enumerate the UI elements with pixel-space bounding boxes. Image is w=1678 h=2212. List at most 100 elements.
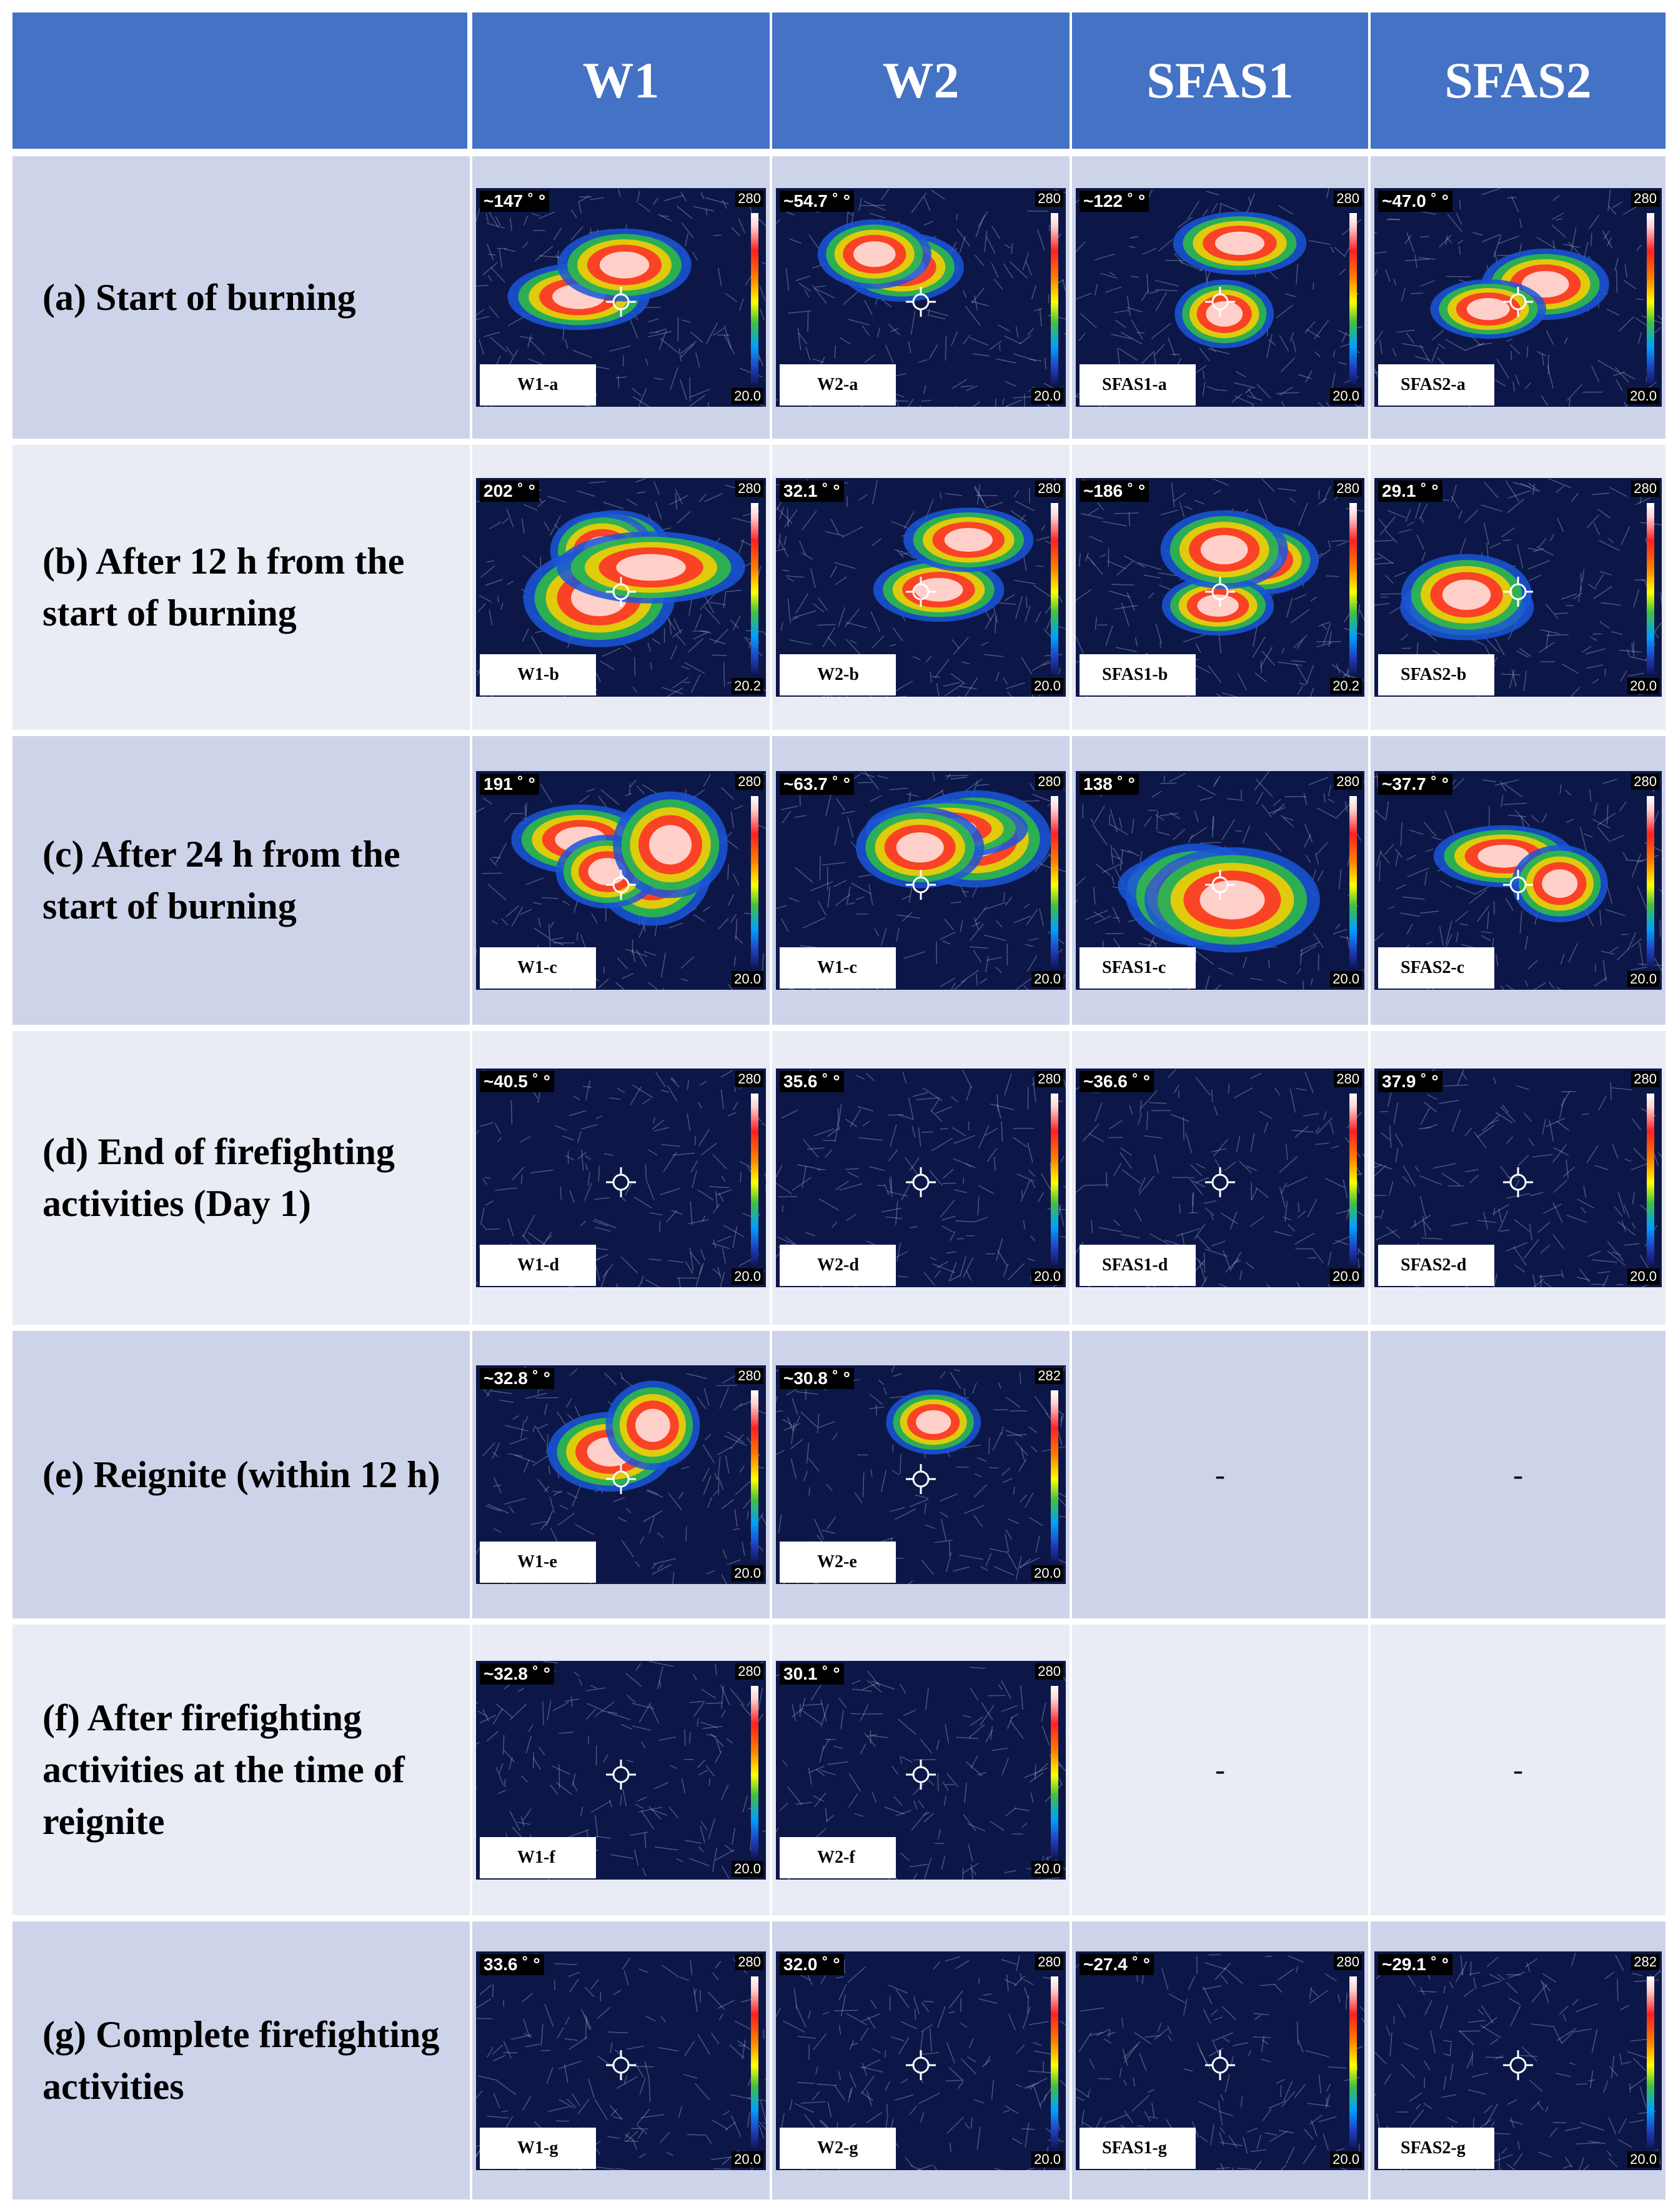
color-scale-bar (751, 1094, 758, 1265)
thermal-texture (476, 774, 766, 990)
scale-max-value: 282 (1631, 1954, 1659, 1970)
table-cell: ~32.8 ˚ ° 280 20.0 W1-f (472, 1625, 770, 1915)
color-scale-bar (1647, 503, 1654, 674)
column-header-sfas2: SFAS2 (1371, 12, 1666, 149)
thermal-image: ~36.6 ˚ ° 280 20.0 SFAS1-d (1076, 1069, 1364, 1287)
scale-max-value: 280 (735, 191, 763, 207)
thermal-texture (1374, 188, 1662, 407)
thermal-texture (776, 189, 1066, 407)
table-cell: 191 ˚ ° 280 20.0 W1-c (472, 736, 770, 1025)
temperature-readout: 138 ˚ ° (1080, 774, 1139, 795)
table-cell: - (1371, 1625, 1666, 1915)
temperature-readout: ~186 ˚ ° (1080, 481, 1149, 502)
table-cell: ~186 ˚ ° 280 20.2 SFAS1-b (1072, 445, 1368, 730)
thermal-image: ~63.7 ˚ ° 280 20.0 W1-c (776, 771, 1066, 990)
table-cell: ~40.5 ˚ ° 280 20.0 W1-d (472, 1031, 770, 1325)
scale-min-value: 20.0 (732, 388, 763, 404)
row-label-b: (b) After 12 h from the start of burning (12, 445, 470, 730)
thermal-image: ~32.8 ˚ ° 280 20.0 W1-f (476, 1661, 766, 1880)
image-tag: W2-e (780, 1542, 896, 1583)
empty-cell-dash: - (1215, 1753, 1225, 1786)
scale-max-value: 280 (735, 1663, 763, 1680)
color-scale-bar (751, 796, 758, 967)
thermal-texture (1076, 188, 1363, 407)
image-tag: W1-c (780, 947, 896, 989)
scale-min-value: 20.0 (1330, 971, 1362, 987)
thermal-texture (476, 1366, 766, 1584)
scale-max-value: 282 (1035, 1368, 1063, 1384)
scale-max-value: 280 (1035, 1663, 1063, 1680)
scale-min-value: 20.0 (732, 2151, 763, 2168)
row-label-text: (a) Start of burning (42, 276, 356, 318)
thermal-texture (476, 188, 766, 407)
scale-max-value: 280 (1035, 191, 1063, 207)
color-scale-bar (1051, 796, 1058, 967)
image-tag: W2-b (780, 654, 896, 695)
row-label-g: (g) Complete firefighting activities (12, 1921, 470, 2200)
thermal-texture (476, 478, 766, 697)
scale-min-value: 20.2 (732, 678, 763, 694)
thermal-image: ~32.8 ˚ ° 280 20.0 W1-e (476, 1365, 766, 1584)
scale-min-value: 20.0 (732, 1565, 763, 1582)
thermal-texture (776, 478, 1066, 697)
scale-min-value: 20.0 (1330, 2151, 1362, 2168)
thermal-image: ~122 ˚ ° 280 20.0 SFAS1-a (1076, 188, 1364, 407)
row-label-text: (f) After firefighting activities at the… (42, 1697, 405, 1842)
image-tag: SFAS1-c (1080, 947, 1196, 989)
scale-max-value: 280 (735, 774, 763, 790)
thermal-texture (1076, 1069, 1364, 1287)
thermal-texture (1374, 771, 1662, 990)
empty-cell-dash: - (1215, 1458, 1225, 1492)
temperature-readout: 33.6 ˚ ° (480, 1954, 544, 1975)
table-cell: ~29.1 ˚ ° 282 20.0 SFAS2-g (1371, 1921, 1666, 2200)
thermal-image: 29.1 ˚ ° 280 20.0 SFAS2-b (1374, 478, 1662, 697)
table-cell: ~30.8 ˚ ° 282 20.0 W2-e (772, 1331, 1070, 1618)
table-cell: ~47.0 ˚ ° 280 20.0 SFAS2-a (1371, 156, 1666, 439)
table-cell: ~36.6 ˚ ° 280 20.0 SFAS1-d (1072, 1031, 1368, 1325)
scale-min-value: 20.0 (1330, 1268, 1362, 1285)
color-scale-bar (1051, 1390, 1058, 1562)
temperature-readout: ~122 ˚ ° (1080, 191, 1149, 212)
color-scale-bar (1647, 796, 1654, 967)
scale-min-value: 20.0 (1627, 388, 1659, 404)
temperature-readout: ~29.1 ˚ ° (1378, 1954, 1452, 1975)
header-corner (12, 12, 467, 149)
scale-max-value: 280 (1334, 1071, 1362, 1087)
scale-min-value: 20.0 (1627, 2151, 1659, 2168)
row-label-a: (a) Start of burning (12, 156, 470, 439)
image-tag: W1-e (480, 1542, 596, 1583)
temperature-readout: ~27.4 ˚ ° (1080, 1954, 1154, 1975)
scale-max-value: 280 (1631, 774, 1659, 790)
image-tag: SFAS1-b (1080, 654, 1196, 695)
thermal-image: ~30.8 ˚ ° 282 20.0 W2-e (776, 1365, 1066, 1584)
table-cell: 30.1 ˚ ° 280 20.0 W2-f (772, 1625, 1070, 1915)
table-cell: ~147 ˚ ° 280 20.0 W1-a (472, 156, 770, 439)
color-scale-bar (1349, 1976, 1357, 2148)
scale-min-value: 20.0 (1031, 2151, 1063, 2168)
row-label-e: (e) Reignite (within 12 h) (12, 1331, 470, 1618)
temperature-readout: ~63.7 ˚ ° (780, 774, 854, 795)
table-cell: ~122 ˚ ° 280 20.0 SFAS1-a (1072, 156, 1368, 439)
image-tag: SFAS2-c (1378, 947, 1494, 989)
scale-min-value: 20.0 (1031, 678, 1063, 694)
thermal-image: 35.6 ˚ ° 280 20.0 W2-d (776, 1069, 1066, 1287)
thermal-image: 138 ˚ ° 280 20.0 SFAS1-c (1076, 771, 1364, 990)
thermal-texture (1374, 478, 1662, 697)
temperature-readout: ~40.5 ˚ ° (480, 1071, 554, 1092)
scale-min-value: 20.0 (1627, 971, 1659, 987)
row-label-f: (f) After firefighting activities at the… (12, 1625, 470, 1915)
column-header-w2: W2 (772, 12, 1070, 149)
table-cell: ~63.7 ˚ ° 280 20.0 W1-c (772, 736, 1070, 1025)
temperature-readout: 30.1 ˚ ° (780, 1663, 844, 1685)
table-cell: 35.6 ˚ ° 280 20.0 W2-d (772, 1031, 1070, 1325)
thermal-image: 37.9 ˚ ° 280 20.0 SFAS2-d (1374, 1069, 1662, 1287)
thermal-image: 33.6 ˚ ° 280 20.0 W1-g (476, 1951, 766, 2170)
temperature-readout: ~54.7 ˚ ° (780, 191, 854, 212)
thermal-image: ~40.5 ˚ ° 280 20.0 W1-d (476, 1069, 766, 1287)
scale-min-value: 20.0 (1031, 388, 1063, 404)
thermal-image: ~54.7 ˚ ° 280 20.0 W2-a (776, 188, 1066, 407)
scale-max-value: 280 (1035, 1954, 1063, 1970)
thermal-texture (776, 1365, 1066, 1584)
color-scale-bar (751, 1390, 758, 1562)
